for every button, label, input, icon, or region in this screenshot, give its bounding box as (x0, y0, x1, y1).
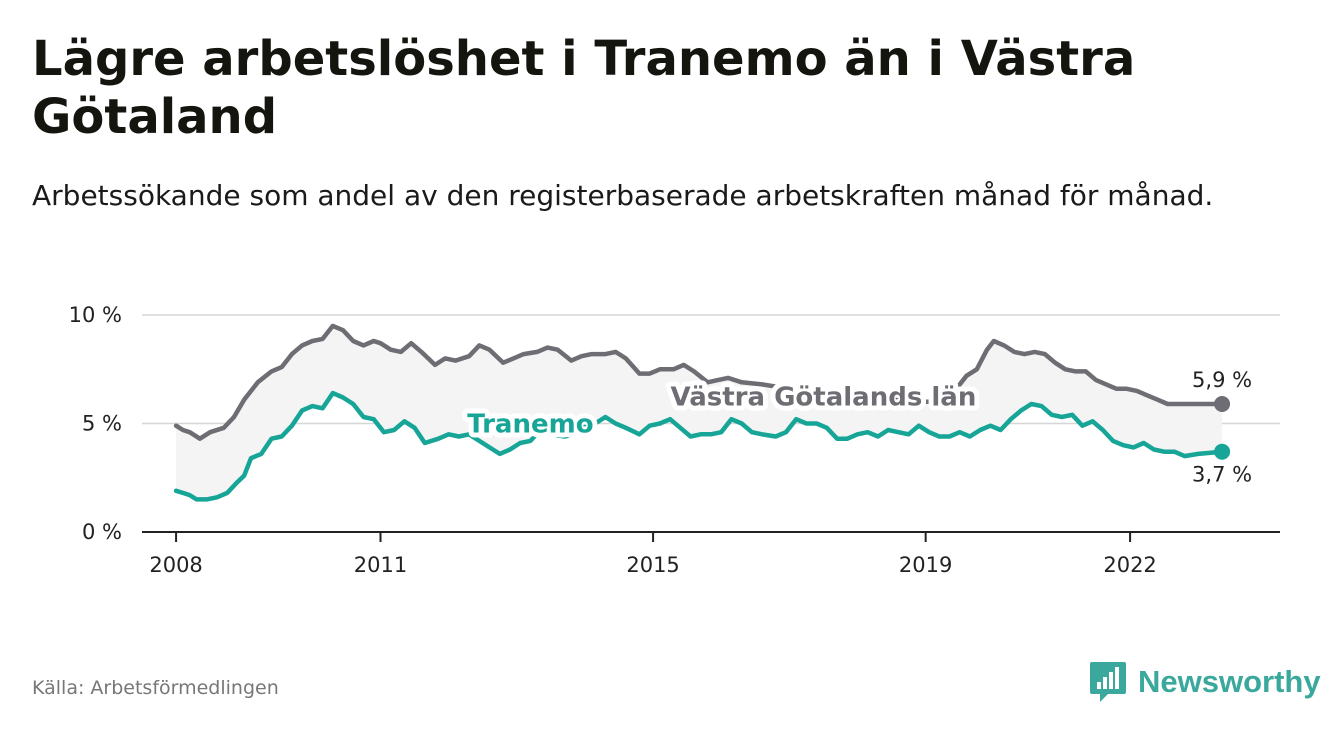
end-point-vastra-gotalands-lan (1214, 395, 1231, 412)
series-label-tranemo: Tranemo (467, 410, 593, 440)
y-tick-label: 5 % (82, 412, 122, 436)
source-note: Källa: Arbetsförmedlingen (32, 677, 279, 699)
series-layer (173, 323, 1231, 502)
series-label-vastra-gotalands-lan: Västra Götalands län (671, 382, 977, 412)
series-line-vastra-gotalands-lan (173, 323, 1225, 441)
gap-band (176, 325, 1223, 500)
y-tick-label: 0 % (82, 520, 122, 544)
x-tick-label: 2015 (626, 553, 679, 577)
chart-title: Lägre arbetslöshet i Tranemo än i Västra… (32, 31, 1136, 145)
brand-name: Newsworthy (1138, 664, 1321, 699)
x-tick-label: 2022 (1103, 553, 1156, 577)
end-point-tranemo (1214, 443, 1231, 460)
x-tick-label: 2008 (149, 553, 202, 577)
end-label-vastra-gotalands-lan: 5,9 % (1192, 368, 1252, 392)
series-label-tranemo-halo: Tranemo (467, 410, 593, 440)
bar-chart-logo-icon (1090, 662, 1126, 702)
series-label-vastra-gotalands-lan-halo: Västra Götalands län (671, 382, 977, 412)
x-tick-label: 2019 (899, 553, 952, 577)
series-line-tranemo (173, 390, 1225, 502)
end-label-tranemo: 3,7 % (1192, 463, 1252, 487)
brand-logo: Newsworthy (1088, 660, 1321, 704)
y-tick-label: 10 % (69, 303, 122, 327)
line-chart: 0 % 5 % 10 % 2008 2011 2015 2019 2022 5,9 % 3,7 … (69, 303, 1280, 577)
x-tick-label: 2011 (354, 553, 407, 577)
axis-layer: 0 % 5 % 10 % 2008 2011 2015 2019 2022 (69, 303, 1280, 577)
chart-subtitle: Arbetssökande som andel av den registerb… (32, 179, 1214, 212)
